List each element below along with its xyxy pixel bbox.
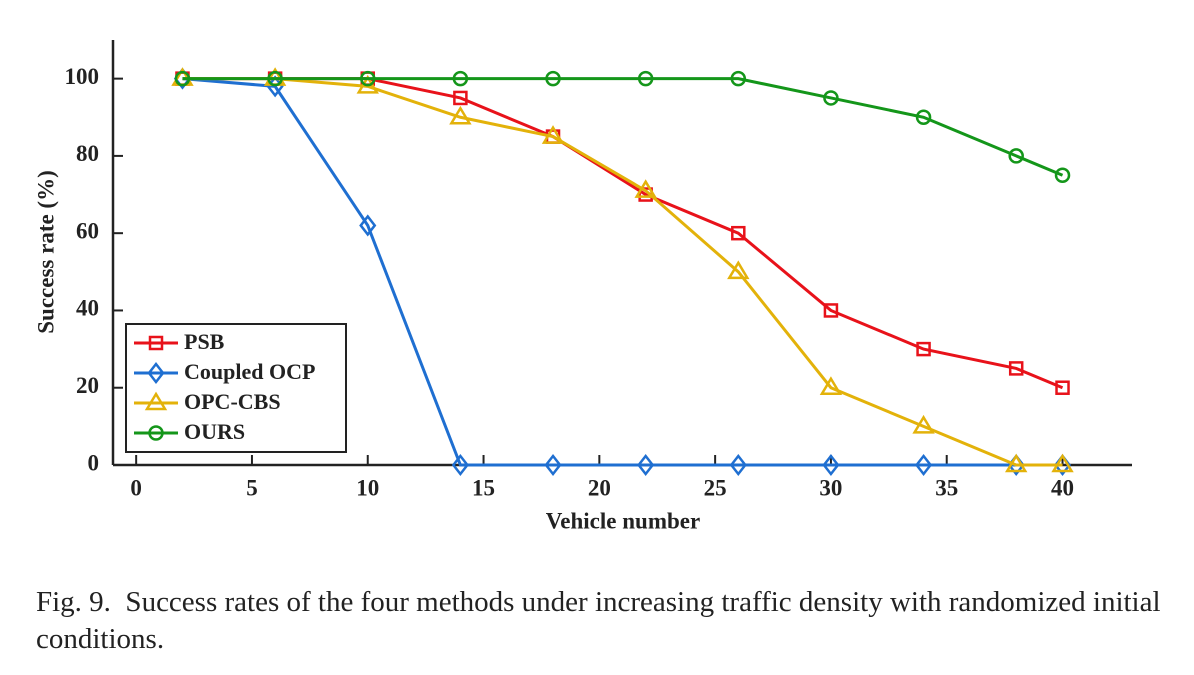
- marker: [1055, 380, 1070, 395]
- marker: [1008, 361, 1024, 376]
- y-tick-label: 100: [65, 64, 100, 89]
- legend-label: Coupled OCP: [184, 359, 315, 384]
- y-tick-label: 60: [76, 218, 99, 243]
- marker: [449, 105, 472, 125]
- marker: [1004, 453, 1028, 473]
- marker: [541, 125, 565, 144]
- marker: [544, 453, 562, 477]
- y-tick-label: 40: [76, 296, 99, 321]
- y-tick-label: 20: [76, 373, 99, 398]
- marker: [912, 414, 935, 434]
- marker: [729, 453, 747, 477]
- legend-label: OURS: [184, 419, 245, 444]
- marker: [359, 214, 377, 237]
- marker: [823, 90, 839, 106]
- marker: [1051, 453, 1074, 473]
- legend-marker: [144, 391, 168, 411]
- series-line: [182, 77, 1063, 467]
- y-tick-label: 80: [76, 141, 99, 166]
- marker: [1054, 167, 1071, 183]
- marker: [545, 70, 561, 87]
- marker: [637, 70, 654, 87]
- y-axis-label: Success rate (%): [33, 170, 58, 334]
- x-tick-label: 40: [1051, 475, 1074, 500]
- marker: [360, 70, 376, 87]
- marker: [637, 453, 655, 477]
- marker: [730, 70, 747, 87]
- marker: [915, 109, 932, 126]
- x-tick-label: 15: [472, 475, 495, 500]
- marker: [916, 341, 931, 357]
- legend: PSB Coupled OCP OPC-CBS OURS: [125, 323, 347, 453]
- x-tick-label: 30: [819, 475, 842, 500]
- x-tick-label: 10: [356, 475, 379, 500]
- legend-marker: [148, 335, 164, 351]
- legend-marker: [148, 425, 164, 441]
- chart: Vehicle number Success rate (%) 0 5 10 15 20…: [33, 40, 1132, 533]
- marker: [634, 179, 657, 198]
- marker: [823, 303, 839, 318]
- series-line: [182, 77, 1063, 467]
- marker: [267, 70, 283, 87]
- marker: [819, 376, 843, 395]
- caption: Fig. 9. Success rates of the four method…: [36, 586, 1168, 655]
- series-line: [182, 77, 1064, 177]
- marker: [453, 90, 468, 106]
- x-tick-label: 25: [704, 475, 727, 500]
- marker: [727, 260, 750, 280]
- marker: [452, 70, 469, 87]
- legend-label: PSB: [184, 329, 225, 354]
- x-tick-label: 20: [588, 475, 611, 500]
- marker: [451, 453, 469, 477]
- marker: [1008, 148, 1024, 164]
- legend-marker: [147, 361, 165, 385]
- marker: [914, 453, 933, 477]
- marker: [822, 453, 840, 477]
- x-tick-label: 0: [130, 475, 142, 500]
- marker: [731, 225, 746, 241]
- y-tick-label: 0: [88, 450, 100, 475]
- legend-label: OPC-CBS: [184, 389, 281, 414]
- x-tick-label: 5: [246, 475, 258, 500]
- x-axis-label: Vehicle number: [546, 508, 700, 533]
- x-tick-label: 35: [935, 475, 958, 500]
- marker: [174, 70, 191, 87]
